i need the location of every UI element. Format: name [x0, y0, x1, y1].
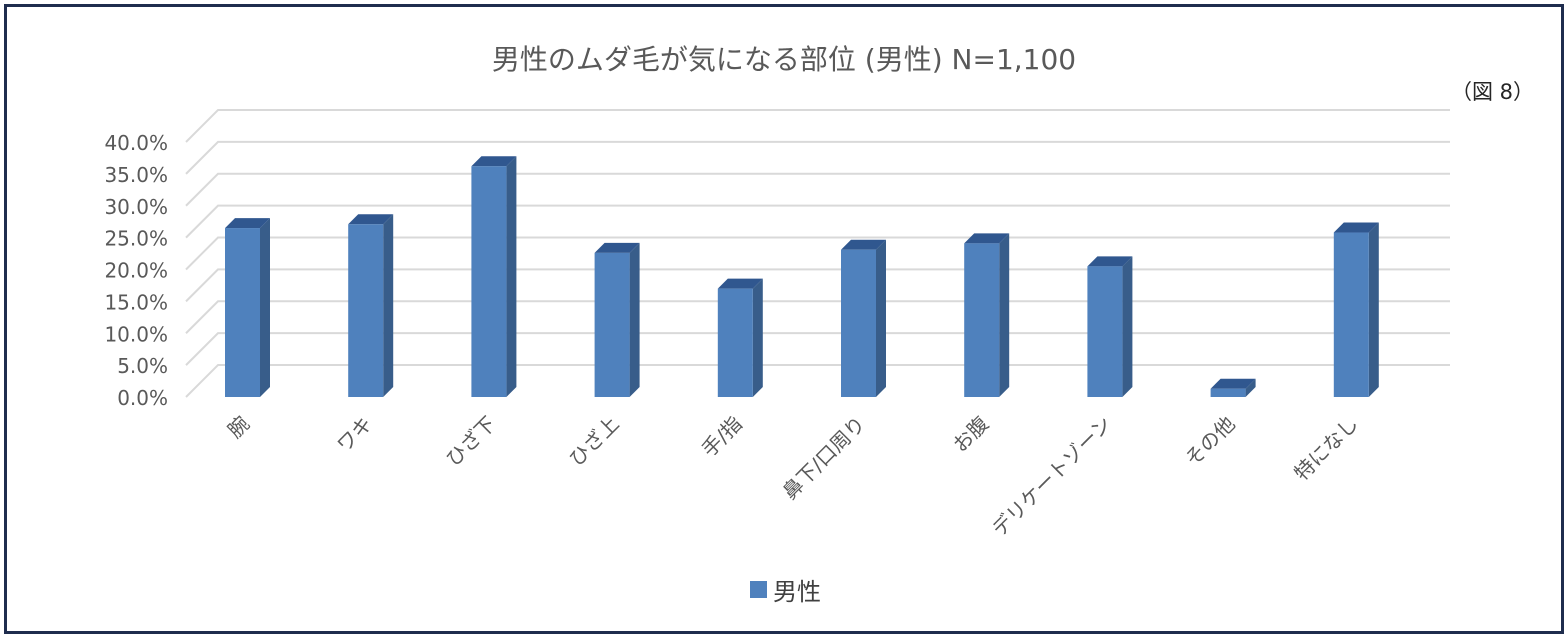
- bar: [1333, 222, 1379, 397]
- legend-label: 男性: [773, 578, 821, 606]
- gridline: [185, 332, 1450, 366]
- x-tick-label: ひざ下: [441, 412, 500, 471]
- y-tick-label: 25.0%: [104, 227, 168, 251]
- bar: [594, 242, 640, 397]
- chart-frame: [4, 4, 1564, 634]
- gridlines: [185, 109, 1450, 398]
- gridline: [185, 364, 1450, 398]
- gridline: [185, 140, 1450, 175]
- x-tick-label: 腕: [223, 412, 254, 443]
- y-tick-label: 0.0%: [117, 386, 168, 410]
- gridline: [185, 268, 1450, 303]
- bar: [225, 218, 270, 397]
- bar: [964, 233, 1010, 397]
- x-tick-label: デリケートゾーン: [987, 412, 1116, 541]
- y-tick-label: 20.0%: [104, 259, 168, 283]
- bars: [225, 156, 1379, 397]
- legend-swatch: [750, 581, 767, 598]
- bar: [348, 214, 394, 397]
- bar: [1210, 378, 1256, 397]
- x-tick-label: 手/指: [697, 412, 747, 462]
- y-axis-ticks: 0.0% 5.0% 10.0% 15.0% 20.0% 25.0% 30.0% 35.0% 40…: [104, 131, 168, 410]
- gridline: [185, 300, 1450, 334]
- y-tick-label: 10.0%: [104, 322, 168, 346]
- bar: [717, 278, 763, 397]
- bar: [1087, 256, 1133, 397]
- x-tick-label: ひざ上: [564, 412, 623, 471]
- gridline: [185, 236, 1450, 271]
- gridline: [185, 109, 1450, 143]
- x-tick-label: 鼻下/口周り: [778, 412, 870, 504]
- x-tick-label: ワキ: [332, 412, 377, 457]
- x-tick-label: 特になし: [1289, 412, 1363, 486]
- y-tick-label: 5.0%: [117, 354, 168, 378]
- y-tick-label: 15.0%: [104, 290, 168, 314]
- y-tick-label: 35.0%: [104, 163, 168, 187]
- bar: [841, 239, 886, 397]
- legend: 男性: [750, 572, 821, 607]
- y-tick-label: 30.0%: [104, 195, 168, 219]
- chart-title: 男性のムダ毛が気になる部位 (男性) N=1,100: [491, 43, 1077, 76]
- gridline: [185, 204, 1450, 239]
- bar: [471, 156, 517, 397]
- x-tick-label: その他: [1180, 412, 1239, 471]
- gridline: [185, 172, 1450, 207]
- figure-note: （図 8）: [1450, 80, 1534, 104]
- y-tick-label: 40.0%: [104, 131, 168, 155]
- x-tick-label: お腹: [948, 412, 993, 457]
